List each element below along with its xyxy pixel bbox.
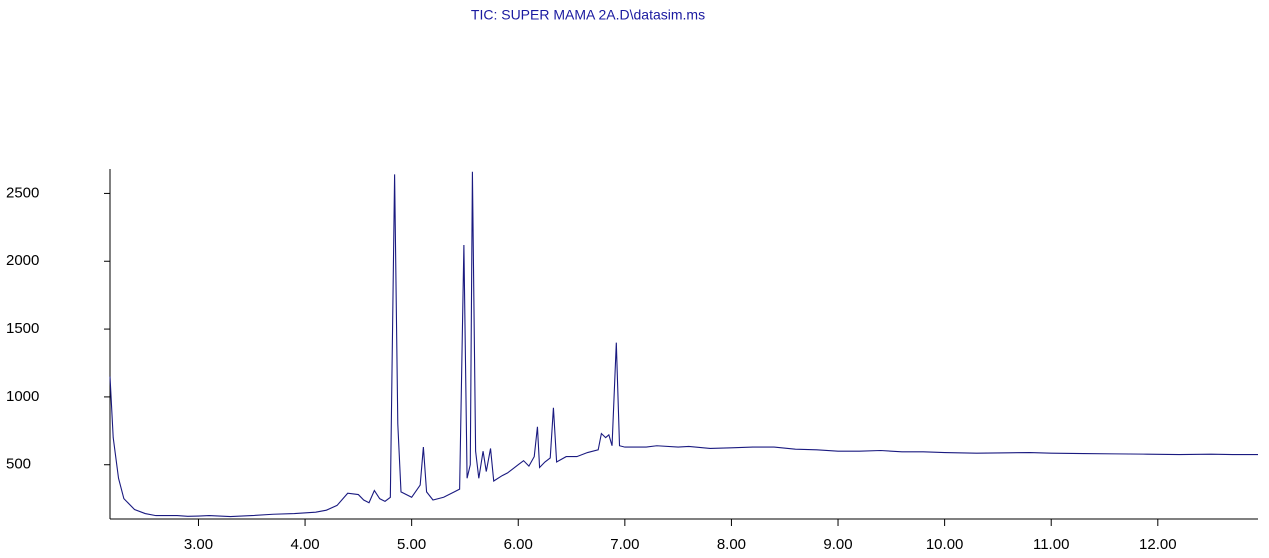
x-tick-label: 6.00 (504, 536, 533, 553)
y-tick-label: 1000 (6, 388, 39, 405)
chart-title: TIC: SUPER MAMA 2A.D\datasim.ms (471, 7, 705, 23)
x-tick-label: 5.00 (397, 536, 426, 553)
x-tick-label: 12.00 (1139, 536, 1177, 553)
x-tick-label: 4.00 (290, 536, 319, 553)
y-tick-label: 500 (6, 456, 31, 473)
y-tick-label: 1500 (6, 320, 39, 337)
y-tick-label: 2500 (6, 184, 39, 201)
x-tick-label: 11.00 (1033, 536, 1069, 553)
x-tick-label: 10.00 (926, 536, 964, 553)
y-tick-label: 2000 (6, 252, 39, 269)
x-tick-label: 3.00 (184, 536, 213, 553)
x-tick-label: 7.00 (610, 536, 639, 553)
tic-trace (109, 171, 1258, 518)
x-tick-label: 9.00 (823, 536, 852, 553)
x-tick-label: 8.00 (717, 536, 746, 553)
